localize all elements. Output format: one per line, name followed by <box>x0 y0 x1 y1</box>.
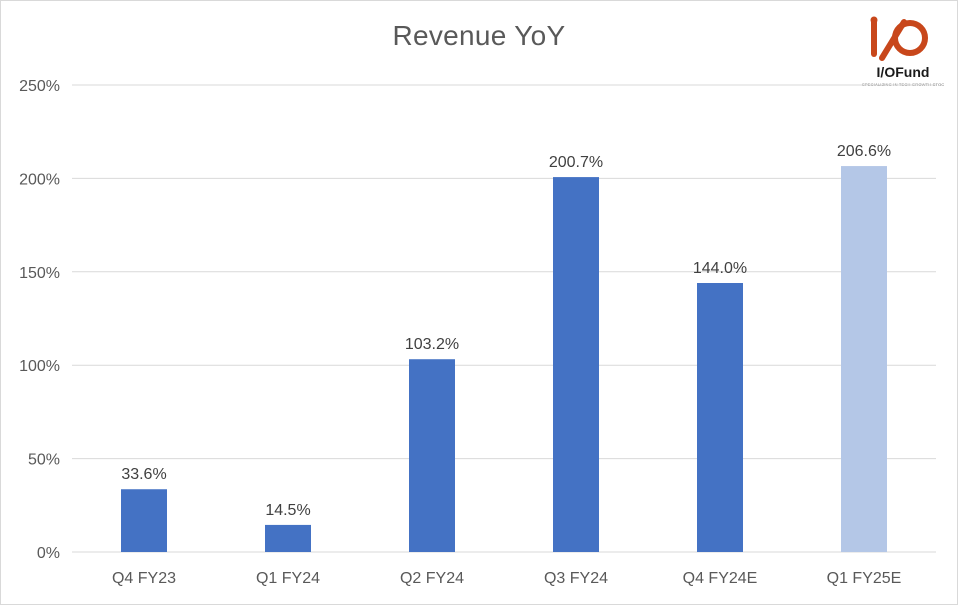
data-label: 144.0% <box>693 260 747 277</box>
logo-text: I/OFund <box>876 64 930 80</box>
y-tick-label: 100% <box>19 358 60 375</box>
bar-q3-fy24 <box>553 177 599 552</box>
data-label: 103.2% <box>405 336 459 353</box>
y-tick-label: 250% <box>19 78 60 95</box>
y-tick-label: 200% <box>19 171 60 188</box>
chart-title: Revenue YoY <box>392 20 566 51</box>
y-tick-label: 50% <box>28 452 60 469</box>
data-label: 14.5% <box>265 502 310 519</box>
io-fund-logo-icon <box>870 16 928 61</box>
x-tick-label: Q4 FY23 <box>112 570 176 587</box>
x-axis-ticks: Q4 FY23 Q1 FY24 Q2 FY24 Q3 FY24 Q4 FY24E Q1 F… <box>112 570 901 587</box>
bar-q4-fy23 <box>121 489 167 552</box>
bar-q2-fy24 <box>409 359 455 552</box>
y-tick-label: 0% <box>37 545 60 562</box>
x-tick-label: Q1 FY25E <box>827 570 902 587</box>
bars <box>121 166 887 552</box>
bar-q4-fy24e <box>697 283 743 552</box>
x-tick-label: Q2 FY24 <box>400 570 464 587</box>
x-tick-label: Q3 FY24 <box>544 570 608 587</box>
x-tick-label: Q4 FY24E <box>683 570 758 587</box>
bar-q1-fy25e <box>841 166 887 552</box>
io-fund-logo: I/OFund SPECIALIZING IN TECH GROWTH STOC… <box>858 14 948 90</box>
data-label: 33.6% <box>121 466 166 483</box>
data-labels: 33.6% 14.5% 103.2% 200.7% 144.0% 206.6% <box>121 143 891 519</box>
bar-q1-fy24 <box>265 524 311 552</box>
y-tick-label: 150% <box>19 265 60 282</box>
y-axis-ticks: 0% 50% 100% 150% 200% 250% <box>19 78 60 562</box>
data-label: 200.7% <box>549 154 603 171</box>
gridlines <box>72 84 936 553</box>
x-tick-label: Q1 FY24 <box>256 570 320 587</box>
data-label: 206.6% <box>837 143 891 160</box>
